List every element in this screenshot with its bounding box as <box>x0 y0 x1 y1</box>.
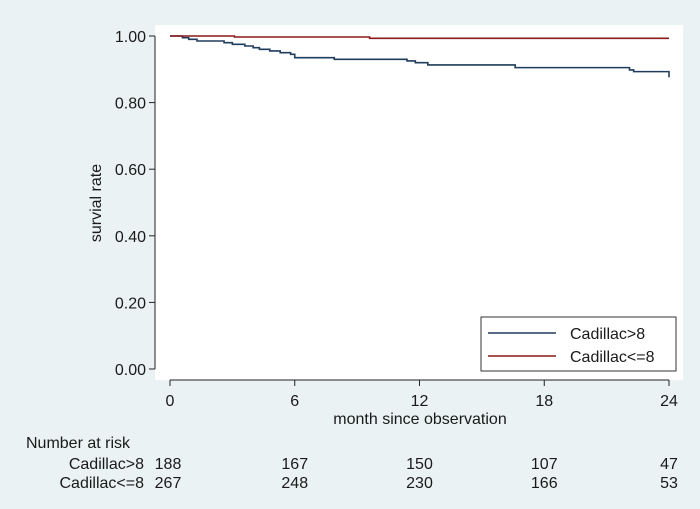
legend: Cadillac>8 Cadillac<=8 <box>480 316 677 372</box>
risk-row-label-1: Cadillac<=8 <box>60 475 145 492</box>
risk-value: 166 <box>531 475 558 492</box>
risk-table-title: Number at risk <box>26 435 131 452</box>
x-tick-label: 0 <box>166 393 175 410</box>
legend-label-cadillac-gt8: Cadillac>8 <box>570 326 645 343</box>
y-axis-label: survial rate <box>88 164 105 242</box>
risk-values: 188 167 150 107 47 267 248 230 166 53 <box>155 456 678 492</box>
risk-table: Number at risk Cadillac>8 Cadillac<=8 18… <box>26 435 678 492</box>
risk-value: 267 <box>155 475 182 492</box>
y-tick-label: 0.60 <box>115 162 146 179</box>
series-lines <box>170 35 670 78</box>
x-tick-label: 12 <box>411 393 429 410</box>
y-tick-label: 0.40 <box>115 229 146 246</box>
legend-box <box>480 316 677 372</box>
x-tick-label: 24 <box>660 393 678 410</box>
x-axis-label: month since observation <box>333 411 506 428</box>
risk-value: 230 <box>406 475 433 492</box>
risk-value: 150 <box>406 456 433 473</box>
risk-value: 47 <box>660 456 678 473</box>
risk-value: 107 <box>531 456 558 473</box>
y-tick-label: 0.80 <box>115 96 146 113</box>
y-tick-label: 0.20 <box>115 295 146 312</box>
risk-value: 188 <box>155 456 182 473</box>
y-tick-label: 0.00 <box>115 362 146 379</box>
y-tick-label: 1.00 <box>115 29 146 46</box>
series-line-0 <box>170 35 670 78</box>
axes: 0 6 12 18 24 0.00 0.20 0.40 0.60 0.80 1.00 <box>115 29 678 410</box>
x-tick-label: 6 <box>290 393 299 410</box>
risk-value: 248 <box>281 475 308 492</box>
series-line-1 <box>170 35 669 40</box>
risk-value: 167 <box>281 456 308 473</box>
risk-value: 53 <box>660 475 678 492</box>
x-tick-label: 18 <box>535 393 553 410</box>
legend-label-cadillac-le8: Cadillac<=8 <box>570 349 655 366</box>
risk-row-label-0: Cadillac>8 <box>69 456 144 473</box>
